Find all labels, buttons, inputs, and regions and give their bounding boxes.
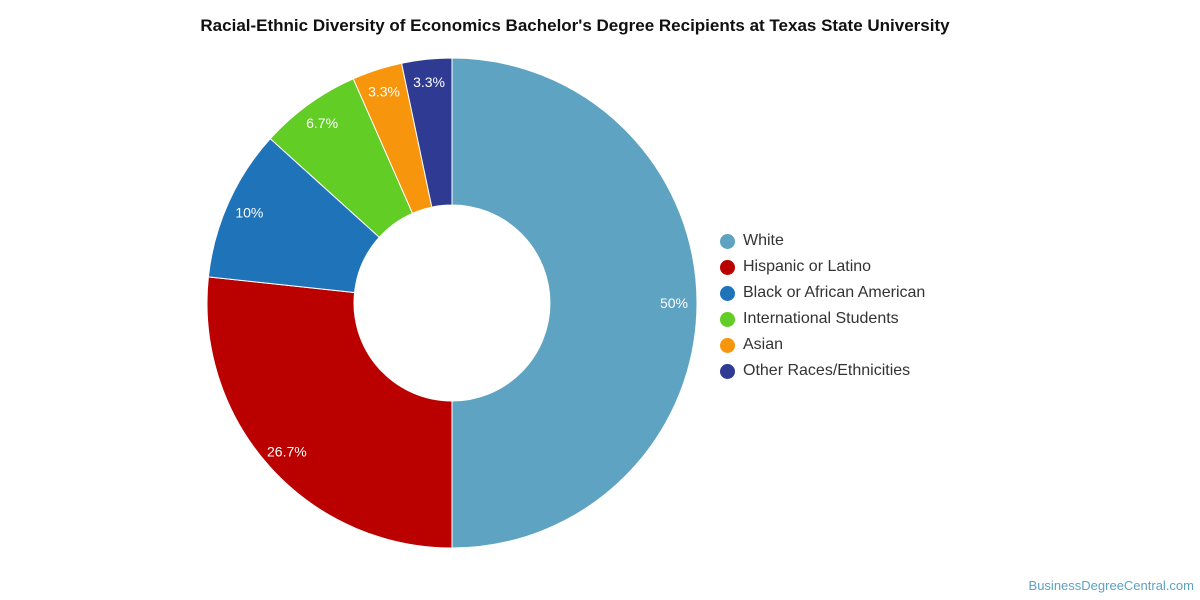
- legend-item-other-races-ethnicities[interactable]: Other Races/Ethnicities: [720, 358, 925, 384]
- legend-swatch: [720, 337, 735, 353]
- legend-swatch: [720, 259, 735, 275]
- slice-white[interactable]: [451, 57, 698, 549]
- legend-label: International Students: [743, 310, 899, 327]
- chart-title: Racial-Ethnic Diversity of Economics Bac…: [200, 16, 950, 35]
- legend-item-international-students[interactable]: International Students: [720, 306, 925, 332]
- slice-label-hispanic-or-latino: 26.7%: [267, 443, 307, 459]
- legend-swatch: [720, 363, 735, 379]
- source-credit: BusinessDegreeCentral.com: [1028, 578, 1194, 593]
- slice-other-races-ethnicities[interactable]: [400, 57, 453, 208]
- donut-slice-labels: 50% 26.7% 10% 6.7% 3.3% 3.3%: [235, 74, 688, 459]
- legend-label: Asian: [743, 336, 784, 353]
- legend-swatch: [720, 233, 735, 249]
- legend-label: White: [743, 232, 784, 249]
- legend-item-white[interactable]: White: [720, 228, 925, 254]
- legend-item-hispanic-or-latino[interactable]: Hispanic or Latino: [720, 254, 925, 280]
- legend-swatch: [720, 285, 735, 301]
- donut-slices: [206, 57, 698, 549]
- legend-label: Other Races/Ethnicities: [743, 362, 911, 379]
- slice-label-other-races-ethnicities: 3.3%: [413, 74, 445, 90]
- slice-label-white: 50%: [660, 295, 688, 311]
- legend-label: Hispanic or Latino: [743, 258, 872, 275]
- legend-item-asian[interactable]: Asian: [720, 332, 925, 358]
- legend-swatch: [720, 311, 735, 327]
- slice-label-international-students: 6.7%: [306, 115, 338, 131]
- slice-label-asian: 3.3%: [368, 84, 400, 100]
- slice-hispanic-or-latino[interactable]: [206, 276, 453, 549]
- slice-label-black-or-african-american: 10%: [235, 204, 263, 220]
- legend-label: Black or African American: [743, 284, 926, 301]
- chart-legend: White Hispanic or Latino Black or African …: [720, 228, 925, 384]
- legend-item-black-or-african-american[interactable]: Black or African American: [720, 280, 925, 306]
